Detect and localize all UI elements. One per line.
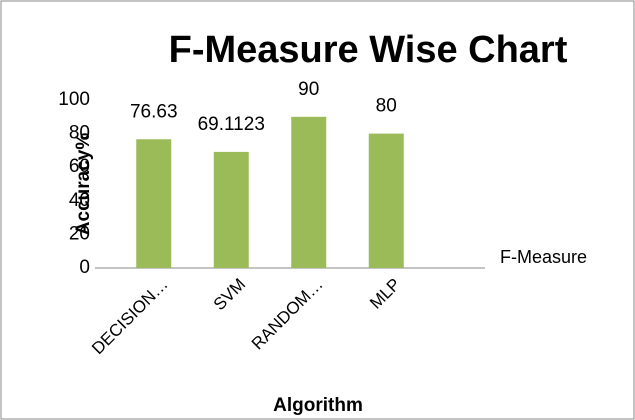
- y-tick-label: 40: [69, 190, 90, 211]
- y-tick-label: 60: [69, 156, 90, 177]
- legend-label: F-Measure: [500, 247, 587, 267]
- bar: [213, 151, 249, 268]
- y-tick-label: 20: [69, 223, 90, 244]
- bar: [291, 116, 327, 268]
- data-label: 90: [298, 79, 319, 100]
- y-axis-label: Accuracy%: [73, 133, 94, 236]
- bar: [136, 139, 172, 268]
- data-label: 69.1123: [198, 114, 265, 135]
- y-tick-label: 0: [79, 257, 90, 278]
- data-label: 76.63: [130, 101, 178, 122]
- y-tick-label: 80: [69, 123, 90, 144]
- chart-title: F-Measure Wise Chart: [169, 29, 568, 71]
- y-tick-label: 100: [58, 89, 90, 110]
- x-axis-label: Algorithm: [273, 395, 363, 416]
- data-label: 80: [376, 96, 397, 117]
- bar: [368, 133, 404, 268]
